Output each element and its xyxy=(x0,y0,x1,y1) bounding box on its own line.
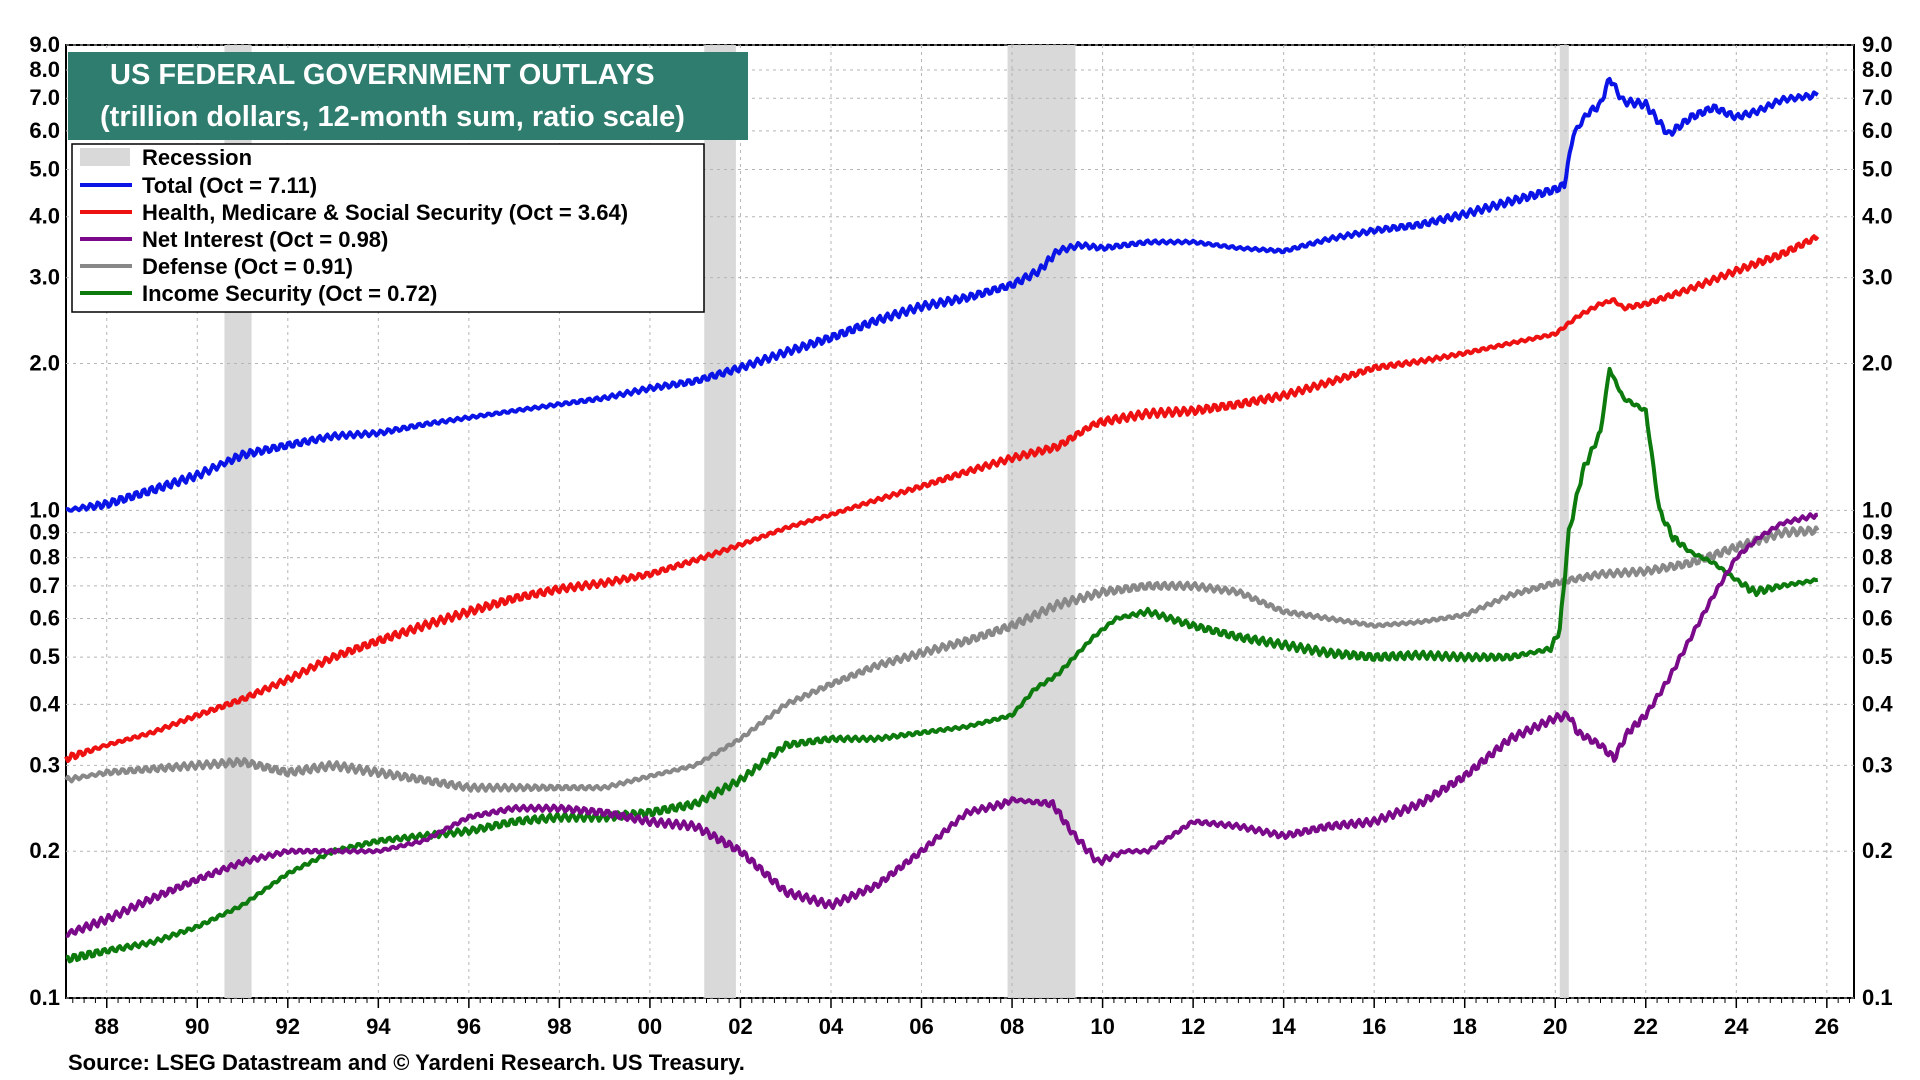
x-tick-label: 18 xyxy=(1452,1014,1476,1039)
recession-band-2 xyxy=(1007,45,1076,998)
data-series xyxy=(64,76,1820,964)
x-tick-label: 10 xyxy=(1090,1014,1114,1039)
legend-label-4: Income Security (Oct = 0.72) xyxy=(142,281,437,306)
y-tick-left: 0.3 xyxy=(29,752,60,777)
x-tick-label: 90 xyxy=(185,1014,209,1039)
y-tick-right: 0.4 xyxy=(1862,691,1893,716)
y-tick-right: 0.1 xyxy=(1862,985,1893,1010)
y-tick-right: 0.7 xyxy=(1862,573,1893,598)
y-tick-right: 7.0 xyxy=(1862,85,1893,110)
y-tick-left: 3.0 xyxy=(29,265,60,290)
y-tick-right: 2.0 xyxy=(1862,351,1893,376)
y-tick-right: 3.0 xyxy=(1862,265,1893,290)
y-tick-right: 5.0 xyxy=(1862,156,1893,181)
legend-label-1: Health, Medicare & Social Security (Oct … xyxy=(142,200,628,225)
gridlines xyxy=(66,44,1854,999)
x-tick-label: 94 xyxy=(366,1014,391,1039)
series-line-net-interest xyxy=(65,512,1819,938)
y-tick-left: 2.0 xyxy=(29,351,60,376)
x-tick-label: 14 xyxy=(1271,1014,1296,1039)
y-tick-left: 0.6 xyxy=(29,606,60,631)
chart-subtitle: (trillion dollars, 12-month sum, ratio s… xyxy=(100,101,685,133)
y-tick-right: 0.6 xyxy=(1862,606,1893,631)
x-tick-label: 26 xyxy=(1815,1014,1839,1039)
legend-label-0: Total (Oct = 7.11) xyxy=(142,173,317,198)
title-box: US FEDERAL GOVERNMENT OUTLAYS (trillion … xyxy=(68,52,748,140)
y-tick-left: 0.5 xyxy=(29,644,60,669)
x-tick-label: 88 xyxy=(94,1014,118,1039)
axis-ticks: 9.0 9.08.0 8.07.0 7.06.0 6.05.0 5.04.0 4.03.0 3… xyxy=(29,32,1893,1039)
y-tick-right: 8.0 xyxy=(1862,57,1893,82)
legend-label-3: Defense (Oct = 0.91) xyxy=(142,254,353,279)
x-tick-label: 20 xyxy=(1543,1014,1567,1039)
y-tick-right: 9.0 xyxy=(1862,32,1893,57)
x-tick-label: 98 xyxy=(547,1014,571,1039)
x-tick-label: 24 xyxy=(1724,1014,1749,1039)
y-tick-left: 6.0 xyxy=(29,118,60,143)
y-tick-left: 8.0 xyxy=(29,57,60,82)
y-tick-left: 0.9 xyxy=(29,520,60,545)
source-note: Source: LSEG Datastream and © Yardeni Re… xyxy=(68,1050,745,1075)
y-tick-left: 0.7 xyxy=(29,573,60,598)
x-tick-label: 00 xyxy=(638,1014,662,1039)
y-tick-left: 0.8 xyxy=(29,545,60,570)
y-tick-right: 4.0 xyxy=(1862,204,1893,229)
series-line-defense xyxy=(64,525,1820,793)
series-line-total xyxy=(65,76,1819,513)
y-tick-left: 1.0 xyxy=(29,497,60,522)
recession-band-3 xyxy=(1559,45,1569,998)
x-tick-label: 08 xyxy=(1000,1014,1024,1039)
y-tick-left: 4.0 xyxy=(29,204,60,229)
legend-label-recession: Recession xyxy=(142,145,252,170)
x-tick-label: 12 xyxy=(1181,1014,1205,1039)
y-tick-left: 9.0 xyxy=(29,32,60,57)
x-tick-label: 02 xyxy=(728,1014,752,1039)
legend-label-2: Net Interest (Oct = 0.98) xyxy=(142,227,388,252)
y-tick-left: 0.2 xyxy=(29,838,60,863)
chart-title: US FEDERAL GOVERNMENT OUTLAYS xyxy=(110,59,655,91)
series-line-health-medicare-social-security xyxy=(64,234,1820,763)
x-tick-label: 06 xyxy=(909,1014,933,1039)
y-tick-left: 0.1 xyxy=(29,985,60,1010)
y-tick-right: 0.2 xyxy=(1862,838,1893,863)
y-tick-left: 5.0 xyxy=(29,156,60,181)
y-tick-right: 1.0 xyxy=(1862,497,1893,522)
plot-border xyxy=(65,44,1855,999)
x-tick-label: 04 xyxy=(819,1014,844,1039)
x-tick-label: 92 xyxy=(276,1014,300,1039)
y-tick-right: 0.8 xyxy=(1862,545,1893,570)
x-tick-label: 96 xyxy=(457,1014,481,1039)
y-tick-left: 7.0 xyxy=(29,85,60,110)
legend: Recession Total (Oct = 7.11)Health, Medic… xyxy=(71,143,705,313)
x-tick-label: 22 xyxy=(1634,1014,1658,1039)
legend-swatch-recession xyxy=(80,148,130,166)
series-line-income-security xyxy=(65,366,1819,964)
y-tick-right: 6.0 xyxy=(1862,118,1893,143)
y-tick-right: 0.9 xyxy=(1862,520,1893,545)
y-tick-right: 0.5 xyxy=(1862,644,1893,669)
x-tick-label: 16 xyxy=(1362,1014,1386,1039)
y-tick-right: 0.3 xyxy=(1862,752,1893,777)
y-tick-left: 0.4 xyxy=(29,691,60,716)
recession-band-1 xyxy=(704,45,736,998)
